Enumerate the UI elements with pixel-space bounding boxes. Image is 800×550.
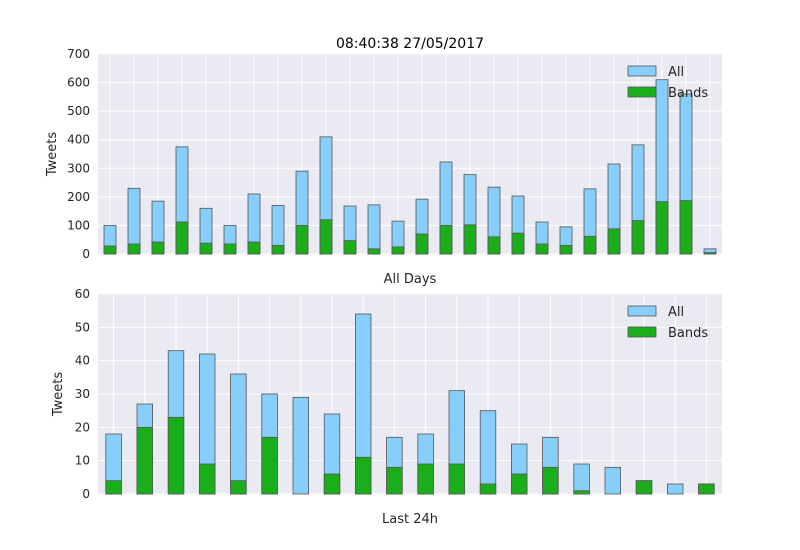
bar-bands xyxy=(343,240,357,255)
bar-bands xyxy=(261,436,278,495)
bar-bands xyxy=(439,225,453,255)
y-tick-label: 50 xyxy=(75,320,90,334)
bar-bands xyxy=(463,224,477,255)
plot-area xyxy=(98,54,722,254)
bar-bands xyxy=(631,220,645,255)
bar-bands xyxy=(479,483,497,495)
legend-label-bands: Bands xyxy=(668,326,708,341)
legend-swatch-all xyxy=(627,305,657,317)
bar-bands xyxy=(105,480,122,495)
y-tick-label: 500 xyxy=(67,104,90,118)
y-tick-label: 40 xyxy=(75,354,90,368)
y-tick-label: 200 xyxy=(67,190,90,204)
y-tick-label: 600 xyxy=(67,76,90,90)
bar-all xyxy=(230,373,247,495)
bar-bands xyxy=(354,456,372,495)
bar-bands xyxy=(367,248,381,255)
bar-bands xyxy=(698,483,715,495)
bar-bands xyxy=(487,236,501,255)
bar-bands xyxy=(136,426,154,495)
chart-last-24h: 0 10 20 30 40 50 60 Last 24h Tweets All Bands xyxy=(51,287,722,527)
bar-bands xyxy=(511,232,525,255)
bar-bands xyxy=(583,235,597,255)
bar-bands xyxy=(415,233,429,255)
bar-bands xyxy=(535,243,549,255)
bar-bands xyxy=(542,466,559,495)
chart-all-days: 0 100 200 300 400 500 600 700 All Days Tweets All B… xyxy=(45,47,722,287)
y-axis-label: Tweets xyxy=(51,372,66,418)
bar-all xyxy=(667,483,684,495)
y-tick-label: 0 xyxy=(82,247,90,261)
legend-swatch-bands xyxy=(627,326,657,338)
bar-bands xyxy=(319,219,333,255)
bar-all xyxy=(604,466,622,495)
y-tick-label: 60 xyxy=(75,287,90,301)
bar-bands xyxy=(386,466,403,495)
bar-bands xyxy=(127,243,141,255)
bar-bands xyxy=(703,252,717,255)
bar-all xyxy=(573,463,590,495)
bar-bands xyxy=(655,201,669,255)
y-tick-label: 100 xyxy=(67,218,90,232)
bar-bands xyxy=(679,200,693,255)
legend-label-all: All xyxy=(668,305,684,320)
y-tick-label: 0 xyxy=(82,487,90,501)
bar-bands xyxy=(417,463,434,495)
bar-bands xyxy=(175,221,189,255)
y-tick-label: 10 xyxy=(75,454,90,468)
x-axis-label: Last 24h xyxy=(382,512,438,527)
bar-bands xyxy=(230,480,247,495)
y-tick-label: 400 xyxy=(67,133,90,147)
bar-all xyxy=(292,396,310,495)
figure-title: 08:40:38 27/05/2017 xyxy=(336,36,484,52)
bar-bands xyxy=(223,243,237,255)
bar-bands xyxy=(167,416,185,495)
bar-bands xyxy=(559,245,573,255)
bar-bands xyxy=(391,246,405,255)
bar-bands xyxy=(295,225,309,255)
bar-bands xyxy=(271,245,285,255)
bar-bands xyxy=(103,245,117,255)
bar-bands xyxy=(198,463,216,495)
y-axis-label: Tweets xyxy=(45,132,60,178)
bar-all xyxy=(367,204,381,255)
legend-label-all: All xyxy=(668,65,684,80)
legend-label-bands: Bands xyxy=(668,86,708,101)
legend-swatch-bands xyxy=(627,86,657,98)
bar-bands xyxy=(247,241,261,255)
y-tick-label: 300 xyxy=(67,161,90,175)
y-tick-label: 20 xyxy=(75,420,90,434)
y-tick-label: 30 xyxy=(75,387,90,401)
x-axis-label: All Days xyxy=(384,272,437,287)
bar-bands xyxy=(607,228,621,255)
bar-bands xyxy=(573,490,590,495)
bar-bands xyxy=(510,473,528,495)
legend-swatch-all xyxy=(627,65,657,77)
bar-all xyxy=(479,410,497,495)
bar-bands xyxy=(151,241,165,255)
bar-bands xyxy=(199,242,213,255)
bar-bands xyxy=(635,480,653,495)
bar-bands xyxy=(323,473,341,495)
y-tick-label: 700 xyxy=(67,47,90,61)
bar-bands xyxy=(448,463,466,495)
